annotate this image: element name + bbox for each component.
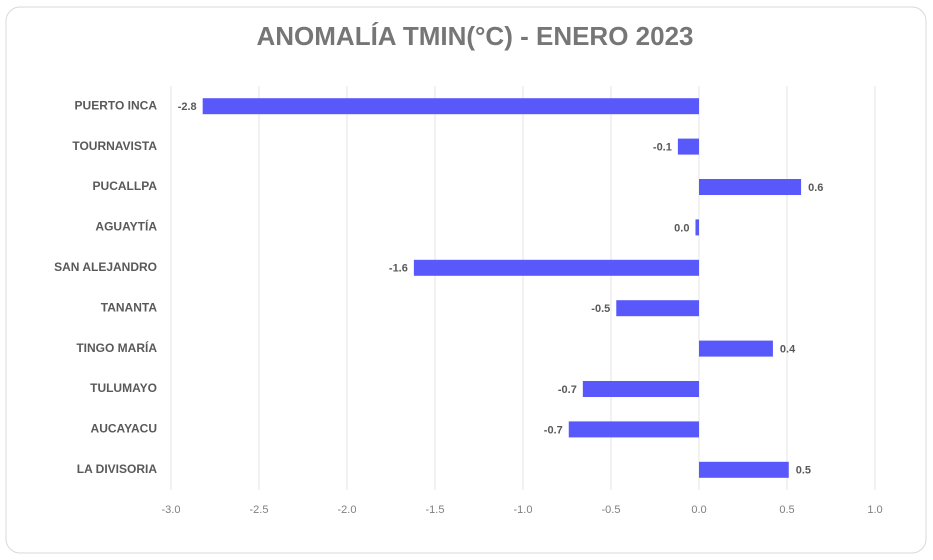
x-tick-label: -1.5 [426,504,445,516]
bar [413,259,699,276]
value-label: -0.7 [558,384,577,396]
value-label: -2.8 [178,101,197,113]
x-tick-label: 0.0 [691,504,706,516]
y-tick-label: TINGO MARÍA [76,340,157,355]
x-tick-label: -0.5 [602,504,621,516]
value-label: -0.1 [653,142,672,154]
y-tick-label: AUCAYACU [91,422,157,436]
bar [699,179,802,195]
bar [695,219,699,236]
x-tick-label: -1.0 [514,504,533,516]
y-tick-label: TANANTA [101,300,158,314]
value-label: 0.5 [796,465,811,477]
y-tick-label: TULUMAYO [90,381,157,395]
x-tick-label: 0.5 [779,504,794,516]
value-label: 0.4 [780,344,796,356]
bar [677,138,699,155]
value-label: -0.5 [591,303,610,315]
bar [699,461,789,478]
x-tick-label: -3.0 [162,504,181,516]
x-tick-label: 1.0 [867,504,882,516]
value-label: -1.6 [389,263,408,275]
y-tick-label: LA DIVISORIA [77,462,158,476]
y-tick-label: SAN ALEJANDRO [54,260,157,274]
bar [568,421,699,438]
bar [699,340,773,357]
y-tick-label: PUERTO INCA [75,98,158,112]
x-tick-label: -2.5 [250,504,269,516]
chart-title: ANOMALÍA TMIN(°C) - ENERO 2023 [256,21,693,51]
x-tick-label: -2.0 [338,504,357,516]
y-tick-label: TOURNAVISTA [72,139,157,153]
value-label: 0.0 [674,222,689,234]
bar [582,381,699,397]
y-tick-label: AGUAYTÍA [95,219,157,234]
value-label: 0.6 [808,182,823,194]
bar [616,300,699,317]
y-tick-label: PUCALLPA [93,179,158,193]
value-label: -0.7 [544,424,563,436]
bar [202,98,699,115]
